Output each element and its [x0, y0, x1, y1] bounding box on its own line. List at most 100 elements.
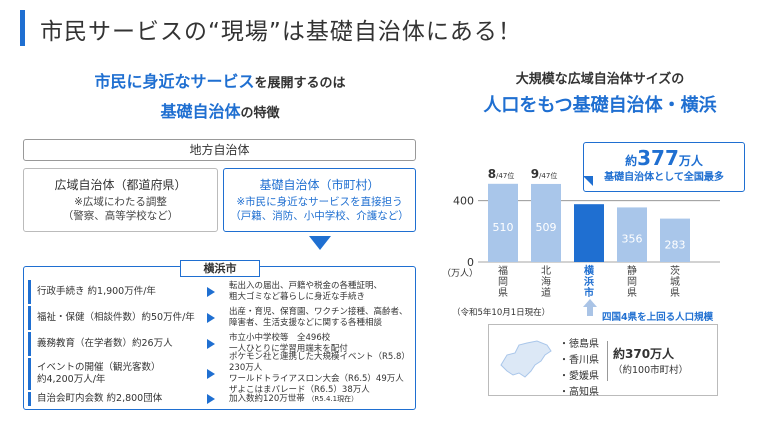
- yokohama-label: 横浜市: [180, 260, 260, 277]
- callout-number: 377: [637, 146, 679, 170]
- chart-bar: [617, 207, 647, 262]
- left-heading-text-1: を展開するのは: [254, 76, 346, 91]
- callout-unit: 万人: [678, 154, 703, 168]
- service-row: 自治会町内会数 約2,800団体 加入数約120万世帯 （R5.4.1現在）: [28, 392, 416, 406]
- shikoku-municipalities: （約100市町村）: [613, 365, 689, 376]
- category-label-char: 茨: [670, 264, 680, 277]
- population-callout: 約377万人 基礎自治体として全国最多: [583, 142, 745, 192]
- row-right-1: ポケモン社と連携した大規模イベント（R5.8）230万人: [229, 352, 410, 373]
- category-label-char: 岡: [498, 276, 508, 288]
- category-label-char: 福: [498, 264, 508, 277]
- row-right-1: 出産・育児、保育園、ワクチン接種、高齢者、: [229, 307, 408, 317]
- bar-value-label: 509: [536, 221, 557, 234]
- shikoku-prefecture: ・香川県: [559, 355, 599, 366]
- row-right-1: 市立小中学校等 全496校: [229, 333, 331, 343]
- y-axis-unit: （万人）: [442, 268, 478, 279]
- up-arrow-icon: [583, 299, 597, 307]
- row-accent-bar: [28, 280, 31, 304]
- category-label-char: 県: [627, 287, 637, 299]
- shikoku-prefecture: ・徳島県: [559, 339, 599, 350]
- right-arrow-icon: [207, 287, 215, 297]
- row-left-1: 福祉・保健（相談件数）約50万件/年: [37, 312, 195, 323]
- right-heading: 大規模な広域自治体サイズの 人口をもつ基礎自治体・横浜: [450, 68, 750, 117]
- y-tick-label: 400: [453, 195, 474, 208]
- rank-label: 9/47位: [531, 167, 558, 181]
- category-label-char: 県: [498, 287, 508, 299]
- page-title: 市民サービスの“現場”は基礎自治体にある！: [40, 19, 522, 45]
- shikoku-prefecture-list: ・徳島県 ・香川県 ・愛媛県 ・高知県: [559, 337, 599, 401]
- shikoku-prefecture: ・愛媛県: [559, 371, 599, 382]
- service-row: 行政手続き 約1,900万件/年 転出入の届出、戸籍や税金の各種証明、 粗大ゴミな…: [28, 280, 416, 304]
- municipality-box: 基礎自治体（市町村） ※市民に身近なサービスを直接担う （戸籍、消防、小中学校、…: [223, 168, 416, 232]
- row-right-1: 加入数約120万世帯: [229, 393, 305, 404]
- row-right-2: 一人ひとりに学習用端末を配付: [229, 344, 348, 354]
- row-accent-bar: [28, 358, 31, 390]
- prefecture-title: 広域自治体（都道府県）: [54, 178, 187, 192]
- category-label-char: 海: [541, 275, 551, 288]
- shikoku-divider: [607, 341, 608, 381]
- date-note: （令和5年10月1日現在）: [452, 308, 551, 318]
- row-right-2: （R5.4.1現在）: [307, 394, 359, 403]
- category-label-char: 岡: [627, 276, 637, 288]
- category-label-char: 静: [627, 264, 637, 277]
- row-left-1: 自治会町内会数 約2,800団体: [37, 393, 163, 404]
- category-label-char: 道: [541, 286, 551, 299]
- category-label-char: 城: [670, 276, 680, 288]
- municipality-title-paren: （市町村）: [319, 178, 380, 192]
- chart-bar: [660, 218, 690, 262]
- right-arrow-icon: [207, 313, 215, 323]
- row-left-1: イベントの開催（観光客数）: [37, 362, 161, 373]
- category-label-char: 浜: [584, 275, 594, 288]
- bar-value-label: 510: [493, 221, 514, 234]
- down-arrow-icon: [309, 236, 331, 250]
- category-label-char: 横: [584, 264, 595, 277]
- shikoku-map-icon: [500, 340, 552, 378]
- right-heading-line-2: 人口をもつ基礎自治体・横浜: [483, 95, 717, 116]
- category-label-char: 市: [584, 286, 594, 299]
- right-arrow-icon: [207, 339, 215, 349]
- row-accent-bar: [28, 392, 31, 406]
- row-accent-bar: [28, 332, 31, 356]
- rank-label: 8/47位: [488, 167, 515, 181]
- row-right-2: ワールドトライアスロン大会（R6.5）49万人: [229, 374, 404, 384]
- prefecture-note-1: ※広域にわたる調整: [74, 196, 167, 208]
- bar-value-label: 283: [665, 238, 686, 251]
- left-heading-highlight-2: 基礎自治体: [160, 102, 241, 121]
- right-heading-line-1: 大規模な広域自治体サイズの: [515, 72, 685, 87]
- row-accent-bar: [28, 306, 31, 330]
- shikoku-box: ・徳島県 ・香川県 ・愛媛県 ・高知県 約370万人 （約100市町村）: [488, 324, 718, 398]
- row-right-3: ザよこはまパレード（R6.5）38万人: [229, 385, 370, 395]
- shikoku-total: 約370万人: [613, 347, 675, 361]
- title-accent-bar: [20, 10, 25, 46]
- prefecture-note-2: （警察、高等学校など）: [62, 210, 179, 222]
- right-arrow-icon: [207, 369, 215, 379]
- shikoku-comparison: 四国4県を上回る人口規模: [602, 312, 714, 323]
- category-label-char: 県: [670, 287, 680, 299]
- municipality-title-main: 基礎自治体: [259, 178, 320, 192]
- service-row: 福祉・保健（相談件数）約50万件/年 出産・育児、保育園、ワクチン接種、高齢者、…: [28, 306, 416, 330]
- up-arrow-stem: [587, 307, 593, 316]
- chart-bar: [574, 204, 604, 262]
- callout-tail: [583, 176, 593, 186]
- bar-value-label: 356: [622, 233, 643, 246]
- row-left-2: 約4,200万人/年: [37, 374, 106, 385]
- callout-subtitle: 基礎自治体として全国最多: [604, 172, 724, 183]
- y-tick-label: 0: [467, 256, 474, 269]
- left-heading-highlight-1: 市民に身近なサービス: [94, 72, 255, 91]
- municipality-note-2: （戸籍、消防、小中学校、介護など）: [230, 210, 409, 222]
- service-row: 義務教育（在学者数）約26万人 市立小中学校等 全496校 一人ひとりに学習用端末…: [28, 332, 416, 356]
- service-row: イベントの開催（観光客数） 約4,200万人/年 ポケモン社と連携した大規模イベン…: [28, 352, 416, 395]
- chart-bar: [488, 183, 518, 262]
- chart-bar: [531, 183, 561, 262]
- row-left-1: 行政手続き 約1,900万件/年: [37, 286, 156, 297]
- shikoku-summary: 約370万人 （約100市町村）: [613, 345, 688, 376]
- row-right-2: 粗大ゴミなど暮らしに身近な手続き: [229, 292, 366, 302]
- prefecture-box: 広域自治体（都道府県） ※広域にわたる調整 （警察、高等学校など）: [23, 168, 218, 232]
- right-arrow-icon: [207, 394, 215, 404]
- municipality-title: 基礎自治体（市町村）: [224, 178, 415, 192]
- row-left-1: 義務教育（在学者数）約26万人: [37, 338, 173, 349]
- municipality-note-1: ※市民に身近なサービスを直接担う: [236, 196, 403, 208]
- left-heading-text-2: の特徴: [240, 106, 280, 121]
- yokohama-panel: [23, 266, 416, 410]
